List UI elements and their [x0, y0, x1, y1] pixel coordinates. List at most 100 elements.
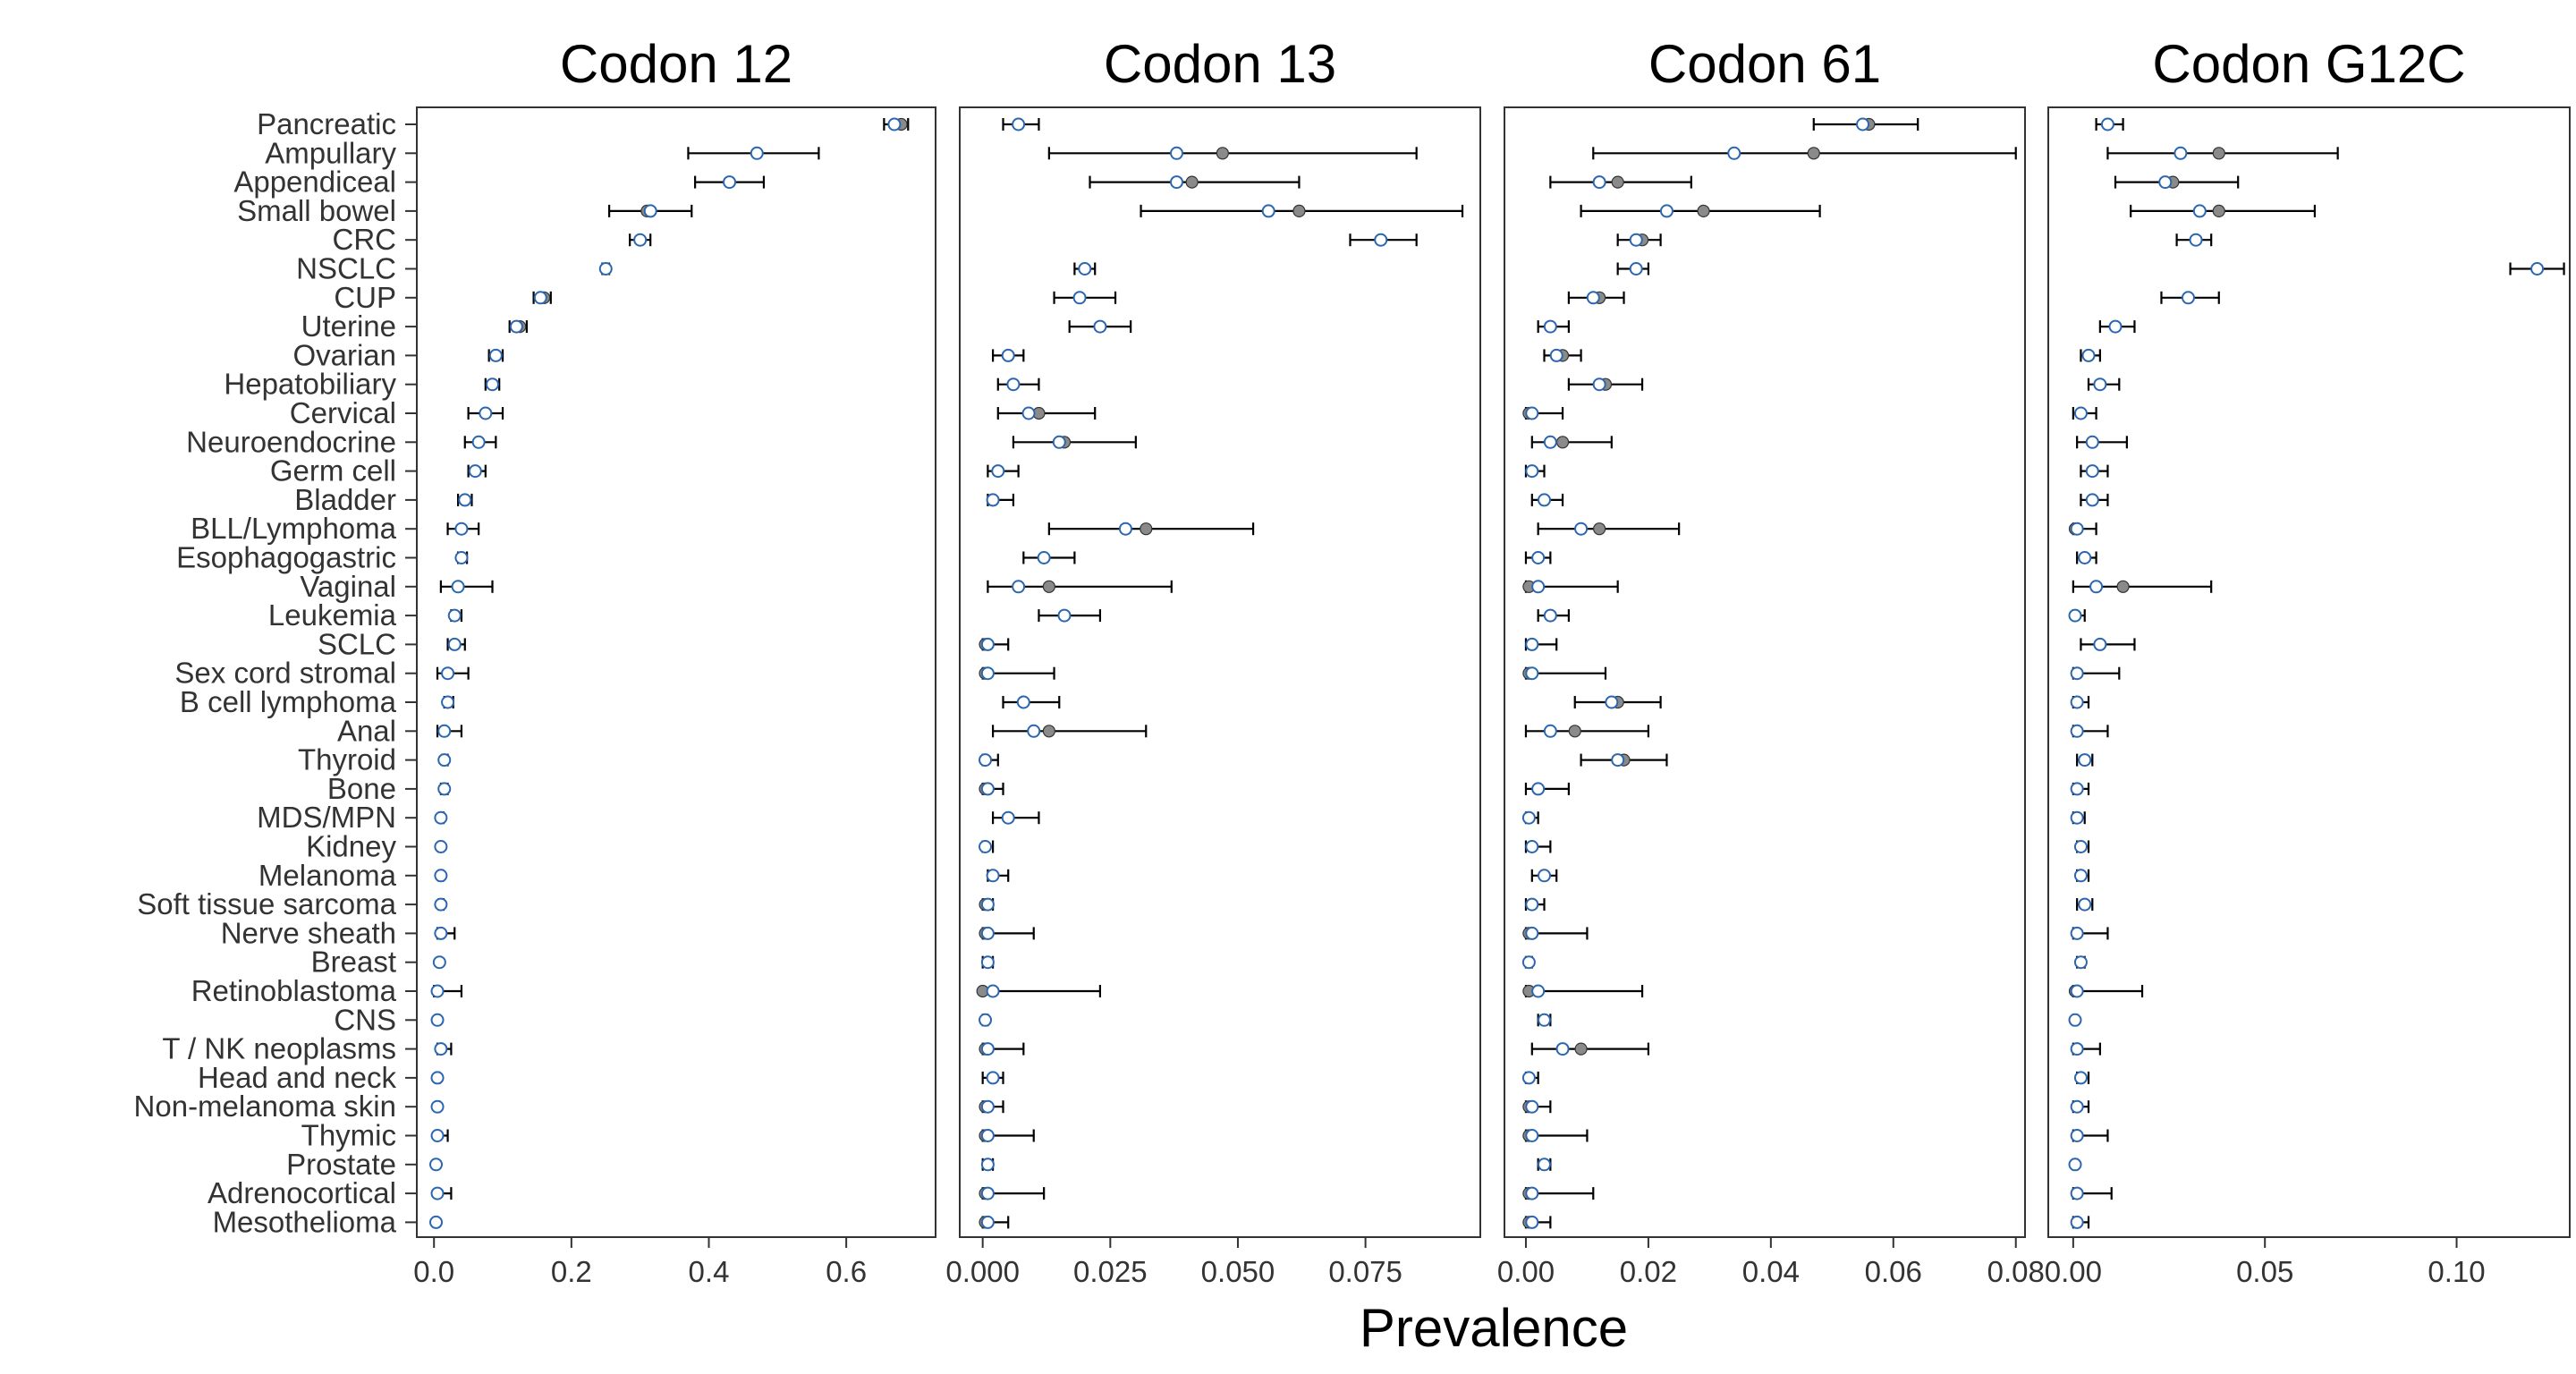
panel-frame: [416, 106, 936, 1238]
estimate-point: [1543, 724, 1557, 738]
estimate-point: [441, 695, 455, 709]
observed-point: [1140, 522, 1153, 536]
category-label-leukemia: Leukemia: [268, 598, 397, 632]
panels: Codon 12 0.0 0.2 0.4 0.6 Codon 13 0.000 0.025 0.…: [413, 34, 2571, 1288]
estimate-point: [2108, 319, 2123, 334]
estimate-point: [598, 262, 613, 276]
estimate-point: [2070, 666, 2084, 681]
x-axis-title: Prevalence: [1360, 1298, 1628, 1358]
estimate-point: [509, 319, 523, 334]
estimate-point: [2158, 175, 2173, 190]
x-tick-label: 0.06: [1865, 1255, 1922, 1288]
estimate-point: [979, 1013, 993, 1027]
estimate-point: [533, 291, 547, 305]
estimate-point: [1057, 608, 1072, 623]
estimate-point: [979, 840, 993, 853]
estimate-point: [986, 1071, 1000, 1085]
estimate-point: [1525, 406, 1539, 420]
estimate-point: [980, 1042, 995, 1056]
category-label-ovarian: Ovarian: [292, 338, 396, 371]
estimate-point: [1027, 724, 1041, 738]
estimate-point: [1016, 695, 1030, 709]
estimate-point: [1170, 146, 1183, 160]
estimate-point: [2070, 695, 2084, 709]
estimate-point: [1629, 262, 1643, 276]
estimate-point: [2068, 608, 2082, 623]
estimate-point: [2093, 637, 2107, 651]
estimate-point: [980, 926, 995, 940]
estimate-point: [1021, 406, 1036, 420]
estimate-point: [1611, 753, 1625, 768]
estimate-point: [1538, 493, 1552, 507]
estimate-point: [991, 464, 1005, 479]
x-tick-label: 0.2: [551, 1255, 592, 1288]
estimate-point: [441, 666, 455, 681]
x-tick-label: 0.04: [1742, 1255, 1800, 1288]
estimate-point: [1531, 782, 1546, 796]
estimate-point: [1525, 840, 1539, 853]
category-label-mesothelioma: Mesothelioma: [213, 1205, 397, 1238]
estimate-point: [980, 782, 995, 796]
panel-frame: [959, 106, 1481, 1238]
estimate-point: [633, 233, 648, 247]
x-tick-label: 0.050: [1201, 1255, 1275, 1288]
category-label-soft-tissue-sarcoma: Soft tissue sarcoma: [137, 887, 396, 920]
estimate-point: [1629, 233, 1643, 247]
category-label-anal: Anal: [337, 714, 396, 747]
category-label-sex-cord-stromal: Sex cord stromal: [174, 657, 396, 690]
estimate-point: [458, 493, 472, 507]
estimate-point: [2093, 377, 2107, 392]
x-tick-label: 0.05: [2236, 1255, 2293, 1288]
panel-codon-61: Codon 61 0.00 0.02 0.04 0.06 0.08: [1497, 34, 2045, 1288]
estimate-point: [430, 984, 445, 998]
observed-point: [1807, 147, 1820, 160]
estimate-point: [1037, 551, 1051, 564]
panel-codon-12: Codon 12 0.0 0.2 0.4 0.6: [413, 34, 936, 1288]
category-label-kidney: Kidney: [306, 830, 396, 863]
estimate-point: [437, 753, 452, 768]
category-label-crc: CRC: [333, 223, 397, 256]
estimate-point: [447, 608, 462, 623]
estimate-point: [1592, 377, 1606, 392]
category-label-melanoma: Melanoma: [258, 859, 397, 892]
estimate-point: [2070, 1186, 2084, 1200]
estimate-point: [1543, 435, 1557, 449]
estimate-point: [1659, 204, 1674, 218]
category-label-thymic: Thymic: [301, 1119, 396, 1152]
estimate-point: [2070, 1099, 2084, 1114]
estimate-point: [1006, 377, 1021, 392]
estimate-point: [2089, 580, 2104, 594]
category-label-esophagogastric: Esophagogastric: [176, 541, 396, 574]
x-tick-label: 0.025: [1073, 1255, 1148, 1288]
estimate-point: [437, 724, 452, 738]
category-label-cervical: Cervical: [290, 396, 396, 429]
estimate-point: [2070, 984, 2084, 998]
estimate-point: [2070, 522, 2084, 536]
observed-point: [1042, 725, 1055, 738]
estimate-point: [986, 493, 1000, 507]
estimate-point: [2085, 493, 2099, 507]
estimate-point: [1525, 926, 1539, 940]
x-tick-label: 0.075: [1328, 1255, 1402, 1288]
estimate-point: [2081, 348, 2096, 362]
x-tick-label: 0.00: [1497, 1255, 1555, 1288]
estimate-point: [429, 1215, 444, 1229]
category-label-uterine: Uterine: [301, 310, 396, 343]
panel-title: Codon 12: [560, 34, 792, 94]
x-tick-label: 0.08: [1987, 1255, 2045, 1288]
estimate-point: [2068, 1158, 2082, 1172]
estimate-point: [1521, 1071, 1536, 1085]
estimate-point: [887, 117, 902, 131]
estimate-point: [2174, 146, 2188, 160]
estimate-point: [488, 348, 503, 362]
estimate-point: [2085, 464, 2099, 479]
estimate-point: [434, 810, 448, 825]
category-label-nsclc: NSCLC: [296, 252, 396, 285]
estimate-point: [434, 1042, 448, 1056]
estimate-point: [1093, 319, 1107, 334]
category-label-hepatobiliary: Hepatobiliary: [224, 368, 396, 401]
observed-point: [1555, 436, 1570, 449]
x-tick-label: 0.0: [413, 1255, 454, 1288]
